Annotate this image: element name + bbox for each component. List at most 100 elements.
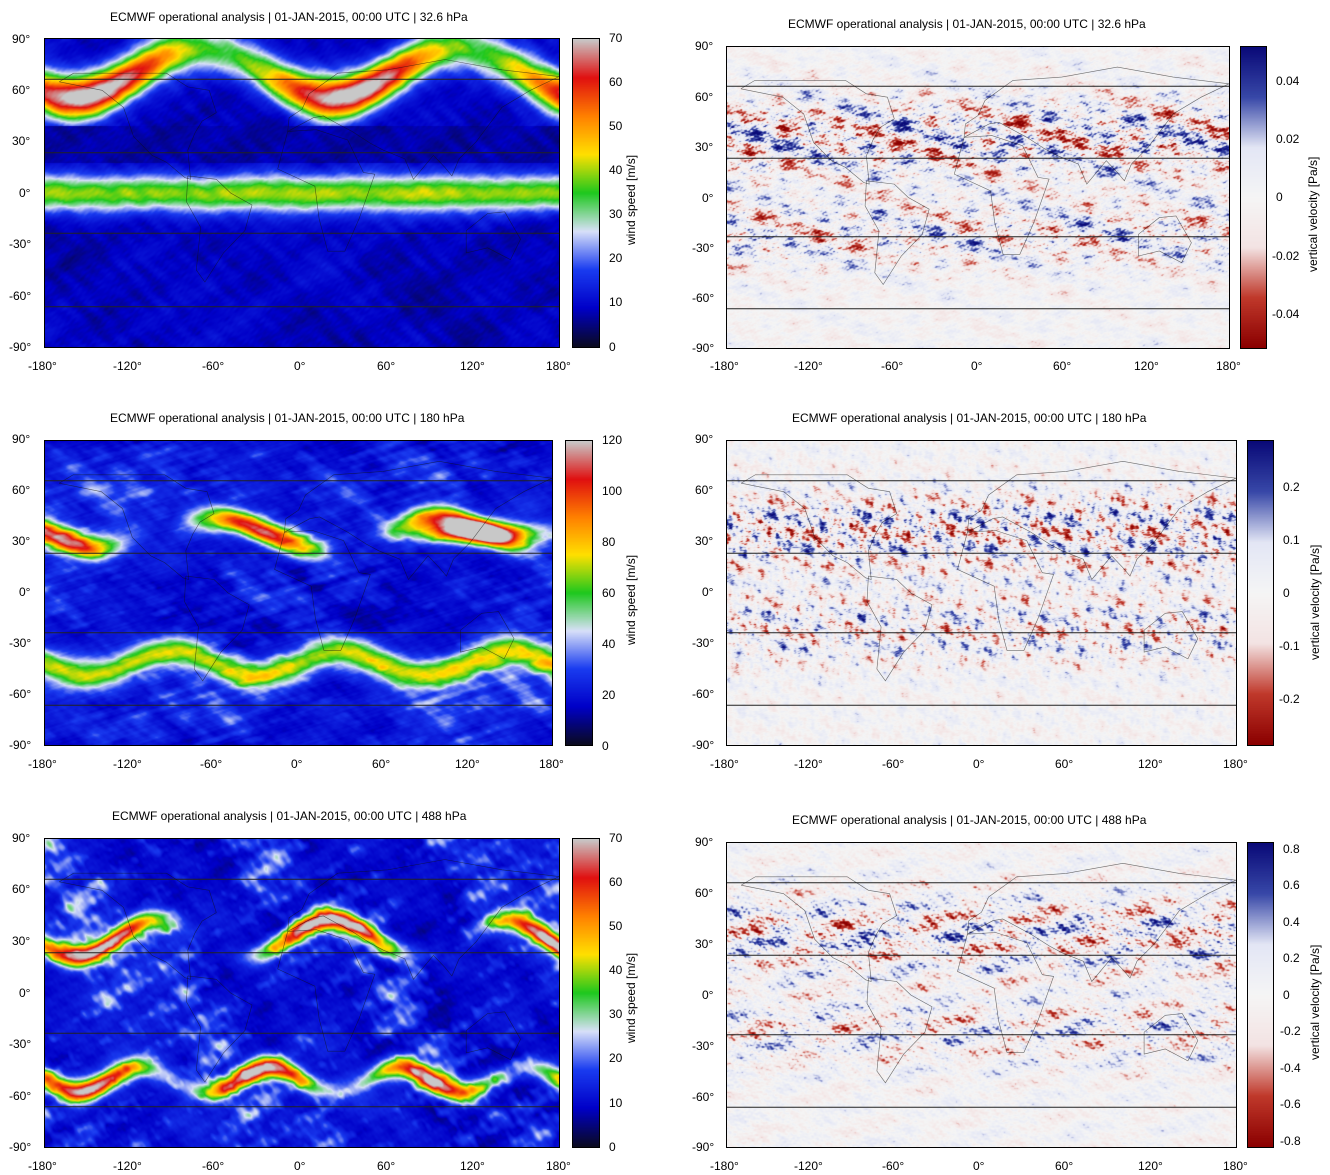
colorbar-tick: -0.4 (1280, 1061, 1301, 1075)
coastline (953, 135, 1050, 255)
coastline (274, 530, 371, 651)
colorbar-tick: -0.2 (1280, 1024, 1301, 1038)
coastline (284, 460, 552, 581)
colorbar-wind-180hpa (565, 440, 593, 746)
coastline (465, 211, 521, 261)
colorbar-tick: 0 (602, 739, 609, 753)
coastline (460, 611, 515, 660)
lon-tick-0: 0° (971, 359, 983, 373)
coastline-overlay (45, 460, 552, 706)
colorbar-tick: 70 (609, 31, 623, 45)
lon-tick-120: 120° (460, 359, 485, 373)
coastline (740, 876, 898, 982)
lon-tick-m60: -60° (202, 359, 225, 373)
colorbar-tick: 100 (602, 484, 623, 498)
lat-tick-0: 0° (19, 186, 31, 200)
colorbar-tick: 10 (609, 295, 623, 309)
coastline (866, 977, 933, 1084)
colorbar-gradient (566, 441, 592, 745)
wind-speed-field (45, 839, 559, 1147)
coastline (287, 59, 559, 180)
lon-tick-0: 0° (294, 1159, 306, 1173)
lon-tick-60: 60° (372, 757, 391, 771)
lat-tick-0: 0° (702, 585, 714, 599)
lat-tick-90: 90° (695, 432, 714, 446)
colorbar-tick: 0.2 (1283, 951, 1300, 965)
colorbar-tick: 60 (609, 75, 623, 89)
colorbar-tick: -0.02 (1272, 249, 1300, 263)
colorbar-omega-180hpa (1247, 440, 1274, 746)
lon-tick-120: 120° (1138, 1159, 1163, 1173)
lon-tick-m180: -180° (710, 359, 739, 373)
colorbar-tick: 0.04 (1276, 74, 1300, 88)
lon-tick-m180: -180° (710, 1159, 739, 1173)
lat-tick-90: 90° (12, 432, 31, 446)
colorbar-label: vertical velocity [Pa/s] (1308, 544, 1322, 660)
lon-tick-60: 60° (1055, 1159, 1074, 1173)
colorbar-tick: 0.2 (1283, 480, 1300, 494)
colorbar-tick: 120 (602, 433, 623, 447)
colorbar-tick: 20 (609, 251, 623, 265)
lat-tick-m60: -60° (9, 687, 32, 701)
lon-tick-m60: -60° (882, 757, 905, 771)
lon-tick-120: 120° (455, 757, 480, 771)
lat-tick-90: 90° (12, 32, 31, 46)
wind-speed-field (45, 39, 559, 347)
lon-tick-120: 120° (1134, 359, 1159, 373)
panel-title: ECMWF operational analysis | 01-JAN-2015… (110, 10, 468, 24)
colorbar-tick: 50 (609, 119, 623, 133)
coastline (967, 460, 1236, 581)
lat-tick-m60: -60° (9, 289, 32, 303)
colorbar-tick: 80 (602, 535, 616, 549)
colorbar-gradient (1248, 441, 1273, 745)
coastline (957, 530, 1055, 651)
map-omega-180hpa (726, 440, 1237, 746)
lat-tick-m60: -60° (9, 1089, 32, 1103)
colorbar-wind-488hpa (572, 838, 600, 1148)
lat-tick-90: 90° (695, 39, 714, 53)
lat-tick-m60: -60° (692, 1090, 715, 1104)
lon-tick-m180: -180° (28, 757, 57, 771)
colorbar-tick: 60 (602, 586, 616, 600)
lon-tick-0: 0° (973, 1159, 985, 1173)
panel-title: ECMWF operational analysis | 01-JAN-2015… (792, 813, 1147, 827)
lon-tick-m120: -120° (794, 1159, 823, 1173)
lon-tick-60: 60° (1055, 757, 1074, 771)
lat-tick-60: 60° (12, 882, 31, 896)
lon-tick-180: 180° (546, 1159, 571, 1173)
vertical-velocity-field (727, 843, 1236, 1147)
colorbar-tick: 20 (602, 688, 616, 702)
lat-tick-m60: -60° (692, 687, 715, 701)
colorbar-tick: 50 (609, 919, 623, 933)
lon-tick-180: 180° (546, 359, 571, 373)
panel-title: ECMWF operational analysis | 01-JAN-2015… (792, 411, 1147, 425)
lat-tick-30: 30° (695, 937, 714, 951)
lat-tick-30: 30° (695, 534, 714, 548)
coastline-overlay (727, 460, 1236, 706)
map-wind-488hpa (44, 838, 560, 1148)
coastline-overlay (45, 59, 559, 308)
coastline (963, 66, 1229, 185)
colorbar-tick: -0.04 (1272, 307, 1300, 321)
lat-tick-30: 30° (12, 534, 31, 548)
colorbar-tick: -0.6 (1280, 1097, 1301, 1111)
colorbar-gradient (573, 839, 599, 1147)
colorbar-gradient (1248, 843, 1273, 1147)
lat-tick-30: 30° (12, 934, 31, 948)
lat-tick-m30: -30° (692, 636, 715, 650)
lon-tick-0: 0° (294, 359, 306, 373)
lon-tick-m120: -120° (113, 1159, 142, 1173)
colorbar-label: vertical velocity [Pa/s] (1308, 944, 1322, 1060)
coastline-overlay (45, 859, 559, 1108)
colorbar-tick: 70 (609, 831, 623, 845)
lat-tick-m30: -30° (692, 1039, 715, 1053)
vertical-velocity-field (727, 47, 1229, 348)
lat-tick-m90: -90° (692, 1140, 715, 1154)
colorbar-tick: 0 (1283, 988, 1290, 1002)
coastline (277, 129, 376, 252)
colorbar-tick: 0 (609, 1140, 616, 1154)
coastline (59, 72, 217, 180)
colorbar-tick: 0.8 (1283, 842, 1300, 856)
lon-tick-60: 60° (377, 359, 396, 373)
map-omega-32hpa (726, 46, 1230, 349)
